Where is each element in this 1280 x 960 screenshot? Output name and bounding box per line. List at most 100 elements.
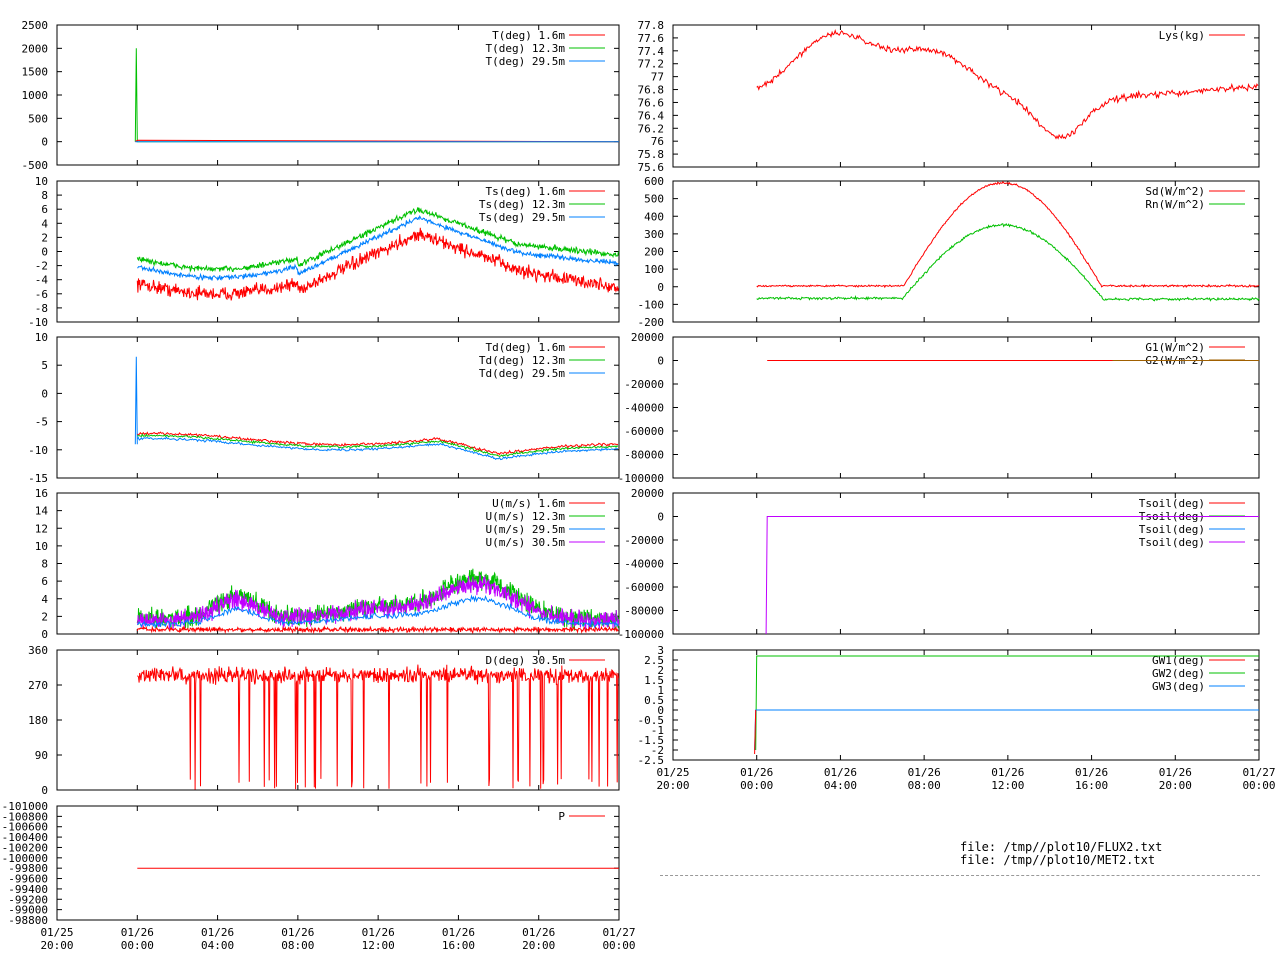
y-tick-label: 180 (28, 714, 48, 727)
legend-label: T(deg) 1.6m (492, 29, 565, 42)
x-tick-label: 01/26 (908, 766, 941, 779)
legend-label: U(m/s) 30.5m (486, 536, 566, 549)
y-tick-label: -1 (651, 724, 664, 737)
legend-label: GW2(deg) (1152, 667, 1205, 680)
legend-label: T(deg) 12.3m (486, 42, 566, 55)
legend-label: U(m/s) 12.3m (486, 510, 566, 523)
y-tick-label: 0.5 (644, 694, 664, 707)
panel-p: -101000-100800-100600-100400-100200-1000… (2, 800, 636, 952)
y-tick-label: 4 (41, 217, 48, 230)
series-ts-blue (137, 214, 619, 281)
x-tick-label: 01/25 (40, 926, 73, 939)
y-tick-label: 20000 (631, 331, 664, 344)
y-tick-label: 10 (35, 540, 48, 553)
y-tick-label: 76 (651, 135, 664, 148)
series-u-purple (137, 574, 620, 632)
y-tick-label: -6 (35, 288, 48, 301)
legend-label: Tsoil(deg) (1139, 536, 1205, 549)
y-tick-label: -100000 (618, 472, 664, 485)
y-tick-label: 75.8 (638, 148, 665, 161)
legend-label: Tsoil(deg) (1139, 497, 1205, 510)
y-tick-label: -99600 (8, 873, 48, 886)
y-tick-label: 77.4 (638, 45, 665, 58)
y-tick-label: 500 (28, 112, 48, 125)
x-tick-label: 04:00 (824, 779, 857, 792)
legend-label: Tsoil(deg) (1139, 523, 1205, 536)
legend-label: Td(deg) 12.3m (479, 354, 565, 367)
y-tick-label: -99000 (8, 904, 48, 917)
y-tick-label: -98800 (8, 914, 48, 927)
y-tick-label: -40000 (624, 402, 664, 415)
x-tick-label: 00:00 (121, 939, 154, 952)
file-line-met: file: /tmp//plot10/MET2.txt (960, 853, 1156, 867)
y-tick-label: 500 (644, 193, 664, 206)
x-tick-label: 01/26 (1075, 766, 1108, 779)
y-tick-label: -0.5 (638, 714, 665, 727)
x-tick-label: 12:00 (362, 939, 395, 952)
y-tick-label: 0 (657, 511, 664, 524)
legend-label: Ts(deg) 12.3m (479, 198, 565, 211)
panel-rad: 600 500 400 300 200 100 0 -100 -200 Sd(W/m^2)Rn(W… (638, 175, 1260, 329)
y-tick-label: -100400 (2, 831, 48, 844)
series-td-green (137, 433, 619, 457)
legend-label: Sd(W/m^2) (1145, 185, 1205, 198)
y-tick-label: 6 (41, 575, 48, 588)
series-lys-red (756, 28, 1259, 140)
y-tick-label: 0 (657, 281, 664, 294)
series-gw-green (755, 655, 1259, 751)
y-tick-label: 76.6 (638, 96, 665, 109)
x-tick-label: 01/26 (1159, 766, 1192, 779)
y-tick-label: -20000 (624, 534, 664, 547)
y-tick-label: 1.5 (644, 674, 664, 687)
x-tick-label: 16:00 (442, 939, 475, 952)
series-rad-red (756, 180, 1260, 289)
y-tick-label: 0 (657, 704, 664, 717)
plot-frame (672, 649, 1260, 761)
y-tick-label: -8 (35, 302, 48, 315)
y-tick-label: -20000 (624, 378, 664, 391)
plot-frame (56, 336, 620, 479)
y-tick-label: 0 (41, 136, 48, 149)
x-tick-label: 04:00 (201, 939, 234, 952)
series-gw-blue (754, 709, 1259, 751)
y-tick-label: 10 (35, 175, 48, 188)
legend-label: GW3(deg) (1152, 680, 1205, 693)
legend-label: T(deg) 29.5m (486, 55, 566, 68)
y-tick-label: -99200 (8, 893, 48, 906)
y-tick-label: -2 (35, 260, 48, 273)
y-tick-label: -80000 (624, 605, 664, 618)
series-td-blue (136, 436, 619, 461)
series-ts-green (136, 207, 619, 273)
x-tick-label: 01/26 (740, 766, 773, 779)
y-tick-label: -200 (638, 316, 665, 329)
panel-lys: 77.877.677.477.27776.876.676.476.27675.8… (638, 19, 1260, 174)
plot-frame (672, 24, 1260, 168)
legend-label: D(deg) 30.5m (486, 654, 566, 667)
y-tick-label: -10 (28, 444, 48, 457)
y-tick-label: -99800 (8, 862, 48, 875)
y-tick-label: 12 (35, 522, 48, 535)
x-tick-label: 01/26 (522, 926, 555, 939)
y-tick-label: 300 (644, 228, 664, 241)
y-tick-label: -5 (35, 416, 48, 429)
y-tick-label: -60000 (624, 581, 664, 594)
x-tick-label: 01/26 (121, 926, 154, 939)
y-tick-label: -100 (638, 298, 665, 311)
x-tick-label: 08:00 (281, 939, 314, 952)
series-td-red (137, 431, 619, 456)
legend-label: GW1(deg) (1152, 654, 1205, 667)
legend-label: P (558, 810, 565, 823)
y-tick-label: 8 (41, 189, 48, 202)
y-tick-label: 76.2 (638, 122, 665, 135)
y-tick-label: 0 (41, 628, 48, 641)
y-tick-label: 3 (657, 644, 664, 657)
x-tick-label: 08:00 (908, 779, 941, 792)
legend-label: Rn(W/m^2) (1145, 198, 1205, 211)
y-tick-label: 2 (41, 231, 48, 244)
series-gw-red (754, 709, 757, 755)
x-tick-label: 01/26 (362, 926, 395, 939)
x-tick-label: 01/26 (824, 766, 857, 779)
